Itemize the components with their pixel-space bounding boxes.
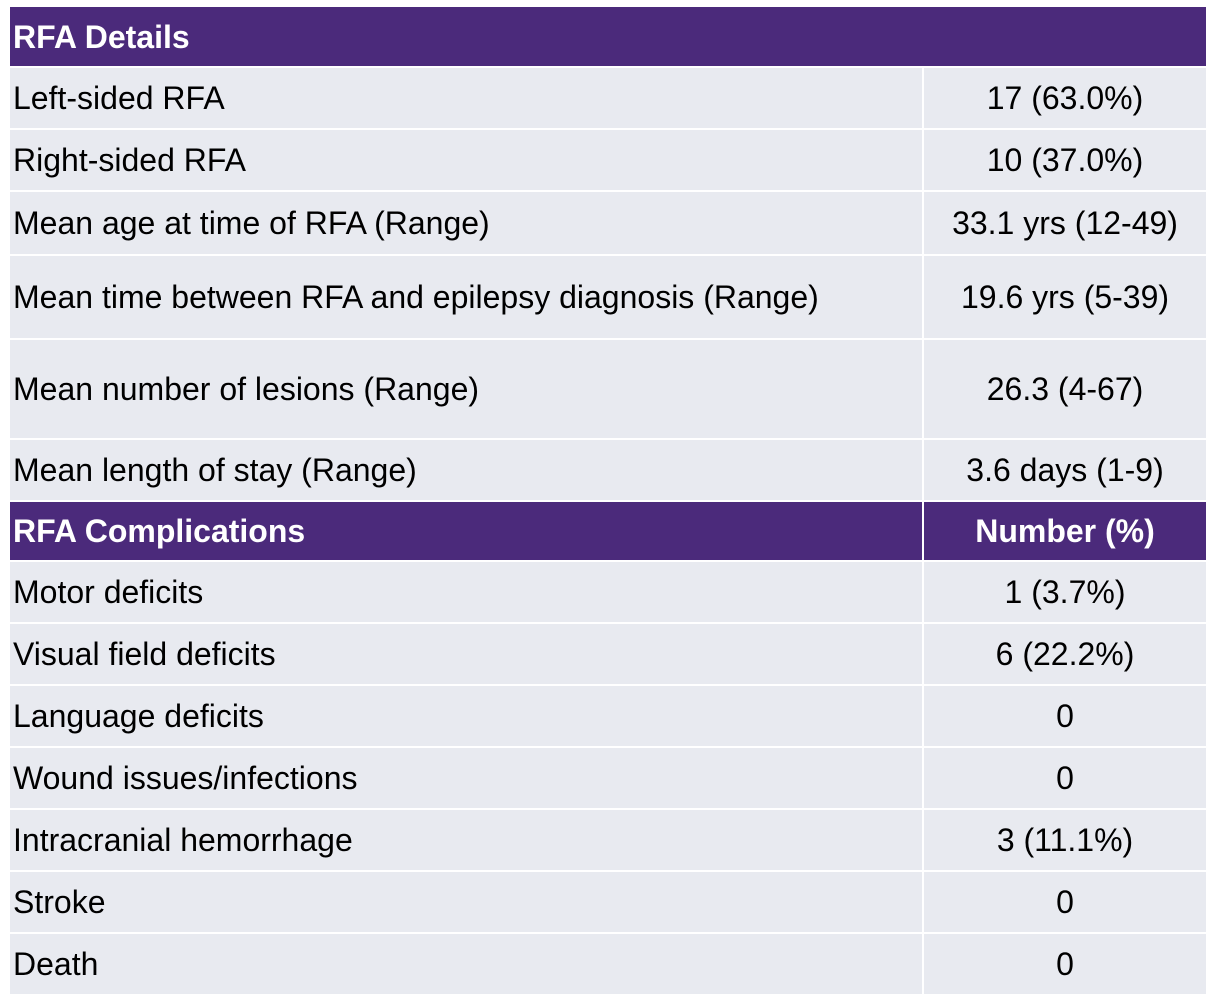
complications-title: RFA Complications bbox=[10, 501, 923, 562]
number-column-header: Number (%) bbox=[921, 501, 1207, 562]
row-label: Visual field deficits bbox=[10, 623, 923, 686]
row-label: Mean number of lesions (Range) bbox=[10, 339, 923, 440]
table-row: Mean number of lesions (Range) 26.3 (4-6… bbox=[10, 339, 1207, 440]
row-value: 3 (11.1%) bbox=[921, 809, 1207, 872]
row-value: 33.1 yrs (12-49) bbox=[921, 191, 1207, 256]
row-label: Death bbox=[10, 933, 923, 996]
row-value: 0 bbox=[921, 871, 1207, 934]
table-row: Mean time between RFA and epilepsy diagn… bbox=[10, 255, 1207, 340]
row-label: Right-sided RFA bbox=[10, 129, 923, 192]
details-title: RFA Details bbox=[10, 7, 1207, 68]
row-label: Intracranial hemorrhage bbox=[10, 809, 923, 872]
rfa-summary-table: RFA Details Left-sided RFA 17 (63.0%) Ri… bbox=[10, 7, 1207, 996]
row-value: 19.6 yrs (5-39) bbox=[921, 255, 1207, 340]
row-value: 0 bbox=[921, 933, 1207, 996]
table-row: Right-sided RFA 10 (37.0%) bbox=[10, 129, 1207, 192]
table-row: Visual field deficits 6 (22.2%) bbox=[10, 623, 1207, 686]
row-label: Mean length of stay (Range) bbox=[10, 439, 923, 502]
row-value: 1 (3.7%) bbox=[921, 561, 1207, 624]
row-label: Motor deficits bbox=[10, 561, 923, 624]
row-value: 17 (63.0%) bbox=[921, 67, 1207, 130]
row-label: Language deficits bbox=[10, 685, 923, 748]
row-label: Wound issues/infections bbox=[10, 747, 923, 810]
table-row: Wound issues/infections 0 bbox=[10, 747, 1207, 810]
row-value: 3.6 days (1-9) bbox=[921, 439, 1207, 502]
table-row: Death 0 bbox=[10, 933, 1207, 996]
table-row: Intracranial hemorrhage 3 (11.1%) bbox=[10, 809, 1207, 872]
row-value: 6 (22.2%) bbox=[921, 623, 1207, 686]
row-label: Mean time between RFA and epilepsy diagn… bbox=[10, 255, 923, 340]
table-row: Left-sided RFA 17 (63.0%) bbox=[10, 67, 1207, 130]
table-row: Mean length of stay (Range) 3.6 days (1-… bbox=[10, 439, 1207, 502]
table-row: Language deficits 0 bbox=[10, 685, 1207, 748]
complications-header-row: RFA Complications Number (%) bbox=[10, 501, 1207, 562]
row-label: Mean age at time of RFA (Range) bbox=[10, 191, 923, 256]
details-header-row: RFA Details bbox=[10, 7, 1207, 68]
row-value: 10 (37.0%) bbox=[921, 129, 1207, 192]
table-row: Stroke 0 bbox=[10, 871, 1207, 934]
row-value: 0 bbox=[921, 685, 1207, 748]
table-row: Motor deficits 1 (3.7%) bbox=[10, 561, 1207, 624]
row-value: 0 bbox=[921, 747, 1207, 810]
row-label: Stroke bbox=[10, 871, 923, 934]
row-value: 26.3 (4-67) bbox=[921, 339, 1207, 440]
table-row: Mean age at time of RFA (Range) 33.1 yrs… bbox=[10, 191, 1207, 256]
row-label: Left-sided RFA bbox=[10, 67, 923, 130]
